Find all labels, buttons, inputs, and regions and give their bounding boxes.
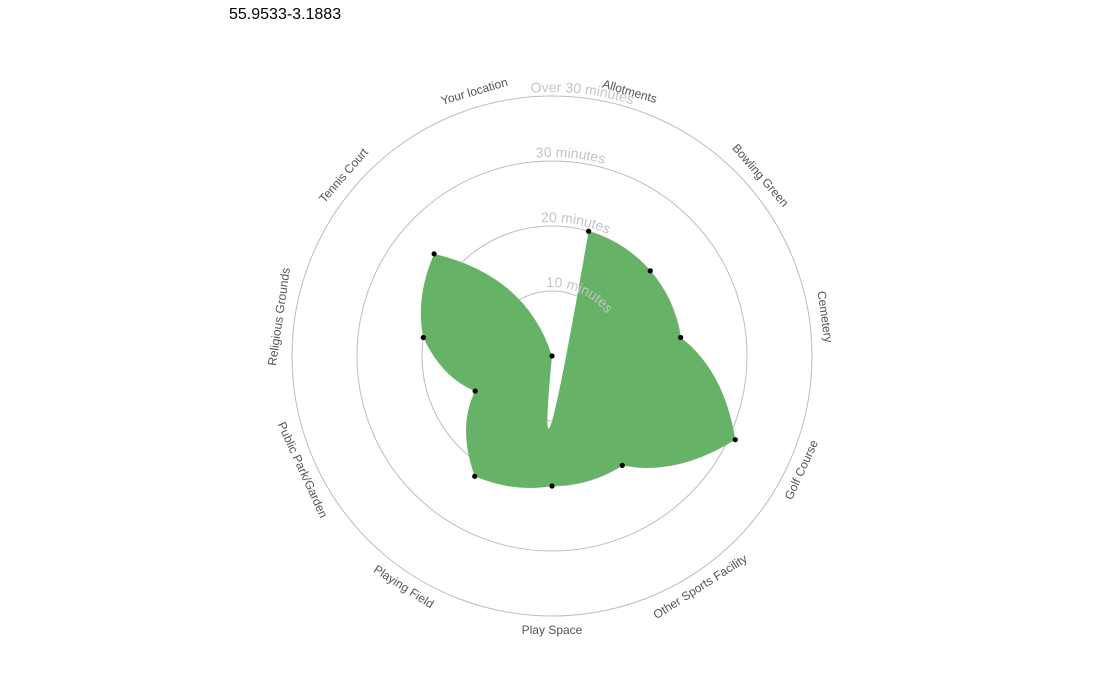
- data-point: [647, 268, 653, 274]
- data-point: [472, 473, 478, 479]
- data-point: [678, 334, 684, 341]
- data-point: [549, 353, 555, 359]
- ring-label-20: 20 minutes: [541, 209, 614, 237]
- category-label: Other Sports Facility: [651, 551, 750, 622]
- category-label: Cemetery: [814, 290, 835, 343]
- category-label: Play Space: [522, 623, 583, 637]
- grid-ring: [291, 95, 813, 617]
- data-point: [472, 388, 478, 394]
- data-point: [420, 334, 426, 341]
- category-label: Your location: [439, 75, 509, 108]
- grid-ring: [356, 160, 748, 552]
- category-label: Golf Course: [782, 438, 821, 502]
- ring-label-30: 30 minutes: [535, 144, 607, 167]
- category-label: Public Park/Garden: [275, 420, 331, 520]
- data-point: [549, 483, 555, 489]
- category-label: Tennis Court: [316, 145, 371, 206]
- data-point: [431, 251, 437, 257]
- data-point: [586, 228, 592, 234]
- category-label: Religious Grounds: [265, 267, 293, 367]
- point-layer: [420, 228, 738, 489]
- data-point: [619, 462, 625, 468]
- data-point: [732, 437, 738, 443]
- chart-title: 55.9533-3.1883: [229, 6, 342, 23]
- area-layer: [420, 231, 736, 488]
- data-area: [420, 231, 736, 488]
